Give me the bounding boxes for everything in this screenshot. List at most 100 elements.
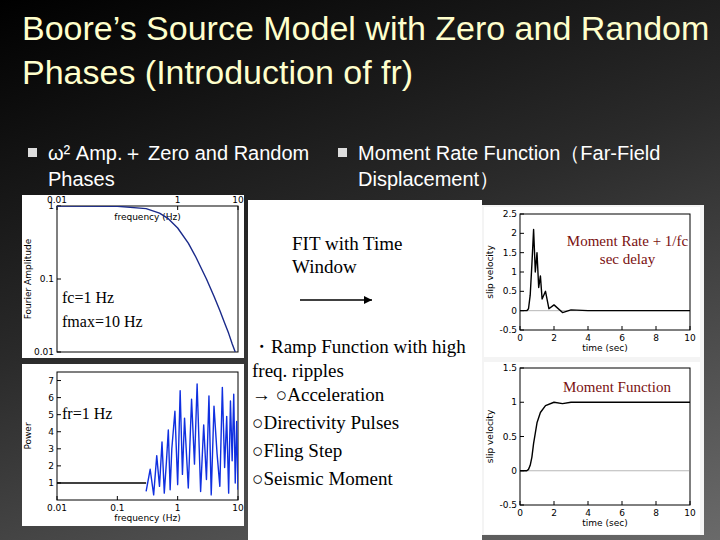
annotation: fc=1 Hz (62, 288, 182, 307)
y-tick (57, 448, 61, 449)
y-tick-label: 7 (48, 376, 54, 386)
bullet-square (28, 148, 37, 157)
x-tick-label: 6 (619, 333, 625, 343)
note: → ○Acceleration (252, 383, 480, 407)
x-tick (117, 496, 118, 500)
y-tick-label: 2 (511, 228, 517, 238)
note: ・Ramp Function with high freq. ripples (252, 335, 480, 383)
y-tick-label: 3 (48, 444, 54, 454)
y-tick (57, 414, 61, 415)
series-line (57, 206, 235, 352)
chart-background (484, 362, 700, 534)
annotation: fr=1 Hz (62, 404, 142, 423)
frame (57, 206, 238, 352)
series-line (57, 482, 146, 483)
x-tick-label: 4 (585, 508, 591, 518)
x-axis-label: time (sec) (582, 518, 627, 528)
x-tick-label: 10 (684, 508, 696, 518)
right-panel (482, 205, 704, 535)
y-tick-label: 0 (511, 466, 517, 476)
x-tick-label: 6 (619, 508, 625, 518)
y-axis-label: Fourier Amplitude (23, 238, 33, 319)
annotation: fmax=10 Hz (62, 312, 182, 331)
annotation: Moment Rate + 1/fc sec delay (560, 232, 695, 268)
x-tick-label: 10 (232, 195, 244, 205)
y-tick-label: 1 (511, 267, 517, 277)
x-tick-label: 4 (585, 333, 591, 343)
bullet: ω² Amp.＋ Zero and Random Phases (48, 140, 318, 192)
y-tick (57, 397, 61, 398)
y-tick-label: 4 (48, 427, 54, 437)
y-axis-label: slip velocity (485, 409, 495, 463)
y-tick-label: 0.1 (40, 274, 54, 284)
plot-area (57, 384, 238, 495)
frame (57, 372, 238, 500)
series-line (146, 384, 238, 495)
bullet: Moment Rate Function（Far-Field Displacem… (358, 140, 703, 192)
x-tick-label: 2 (551, 508, 557, 518)
y-tick-label: 1.5 (503, 363, 517, 373)
x-tick-label: 0.01 (47, 503, 67, 513)
arrow (300, 299, 372, 301)
plot-area (520, 402, 690, 471)
y-tick-label: 1 (511, 397, 517, 407)
y-tick-label: -0.5 (499, 325, 517, 335)
y-tick (520, 233, 524, 234)
y-tick-label: 1.5 (503, 248, 517, 258)
annotation: Moment Function (542, 378, 692, 396)
y-tick (520, 272, 524, 273)
x-tick-label: 0 (517, 333, 523, 343)
plot-area (57, 206, 235, 352)
x-tick-label: 8 (653, 508, 659, 518)
y-tick-label: 2 (48, 461, 54, 471)
y-tick-label: 0.5 (503, 432, 517, 442)
y-tick (57, 431, 61, 432)
y-tick (520, 402, 524, 403)
x-tick (177, 496, 178, 500)
arrow-head (364, 296, 372, 304)
x-tick-label: 0 (517, 508, 523, 518)
chart-background (22, 364, 244, 526)
y-tick (57, 465, 61, 466)
x-tick (554, 501, 555, 505)
note: ○Seismic Moment (252, 467, 480, 491)
y-tick-label: 0 (511, 306, 517, 316)
x-tick (588, 326, 589, 330)
y-tick-label: 5 (48, 410, 54, 420)
y-tick (520, 291, 524, 292)
y-tick-label: -0.5 (499, 500, 517, 510)
chart: 0.010.11101234567frequency (Hz)Power (22, 364, 244, 526)
x-tick (656, 326, 657, 330)
x-tick-label: 10 (232, 503, 244, 513)
y-axis-label: slip velocity (485, 245, 495, 299)
x-tick (622, 501, 623, 505)
middle-panel (248, 200, 482, 540)
y-tick-label: 0.01 (34, 347, 54, 357)
y-tick-label: 0.5 (503, 286, 517, 296)
series-line (520, 402, 690, 471)
x-tick-label: 1 (175, 503, 181, 513)
title: Boore’s Source Model with Zero and Rando… (22, 6, 712, 94)
note: ○Fling Step (252, 439, 480, 463)
chart-background (22, 195, 244, 358)
y-axis-label: Power (23, 422, 33, 450)
y-tick-label: 1 (48, 478, 54, 488)
frame (520, 214, 690, 330)
fit-text: FIT with Time Window (292, 232, 442, 278)
x-tick-label: 10 (684, 333, 696, 343)
x-tick-label: 2 (551, 333, 557, 343)
y-tick-label: 6 (48, 393, 54, 403)
x-tick (177, 206, 178, 210)
chart: 0246810-0.500.511.5time (sec)slip veloci… (484, 362, 700, 534)
y-tick (520, 436, 524, 437)
y-tick-label: 1 (48, 201, 54, 211)
chart-background (484, 207, 700, 357)
chart: 0246810-0.500.511.522.5time (sec)slip ve… (484, 207, 700, 357)
x-tick-label: 8 (653, 333, 659, 343)
bullet-square (338, 148, 347, 157)
x-axis-label: time (sec) (582, 343, 627, 353)
y-tick (57, 380, 61, 381)
y-tick (520, 252, 524, 253)
y-tick (57, 279, 61, 280)
note: ○Directivity Pulses (252, 411, 480, 435)
